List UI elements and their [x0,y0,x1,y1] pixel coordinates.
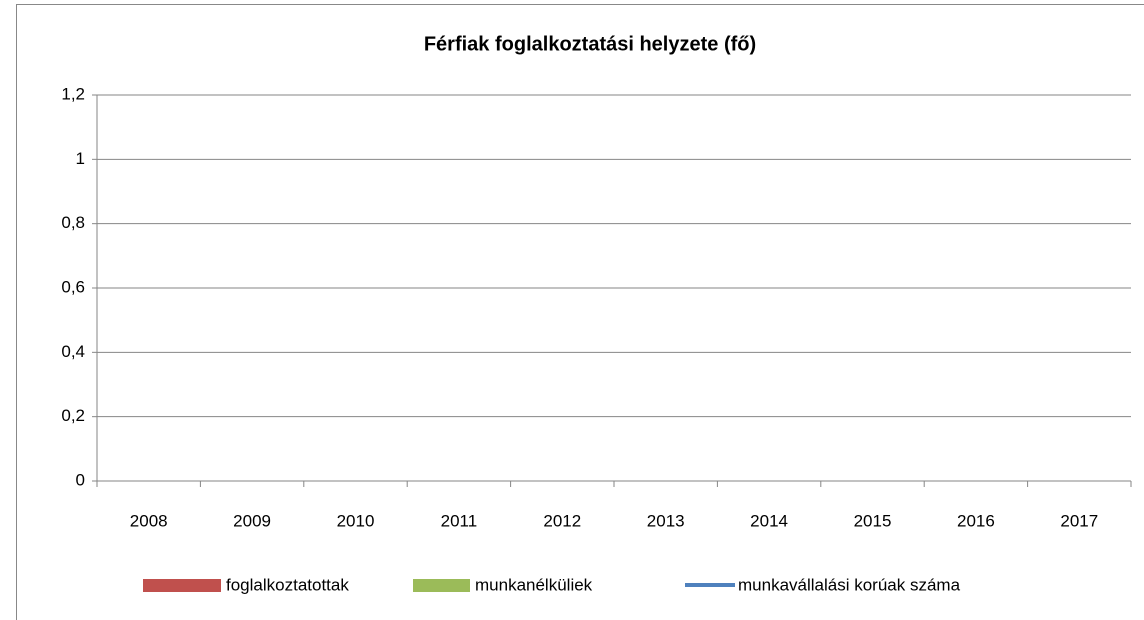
x-tick-label: 2011 [441,511,478,530]
x-tick-label: 2016 [957,511,995,530]
x-tick-label: 2012 [543,511,581,530]
y-tick-label: 1 [76,149,85,168]
y-tick-label: 0,2 [61,406,85,425]
legend-label: munkanélküliek [475,575,593,594]
legend-swatch [143,579,221,592]
y-tick-label: 0 [76,470,85,489]
x-tick-label: 2008 [130,511,168,530]
chart-border [16,4,1144,620]
chart-title: Férfiak foglalkoztatási helyzete (fő) [424,33,756,55]
x-tick-label: 2014 [750,511,788,530]
y-tick-label: 0,8 [61,213,85,232]
legend-label: foglalkoztatottak [226,575,349,594]
y-tick-label: 0,4 [61,342,85,361]
x-tick-label: 2017 [1060,511,1098,530]
legend-label: munkavállalási korúak száma [738,575,961,594]
y-tick-label: 1,2 [61,84,85,103]
x-tick-label: 2009 [233,511,271,530]
x-tick-label: 2015 [854,511,892,530]
y-tick-label: 0,6 [61,277,85,296]
legend-swatch [413,579,470,592]
x-tick-label: 2010 [337,511,375,530]
x-tick-label: 2013 [647,511,685,530]
